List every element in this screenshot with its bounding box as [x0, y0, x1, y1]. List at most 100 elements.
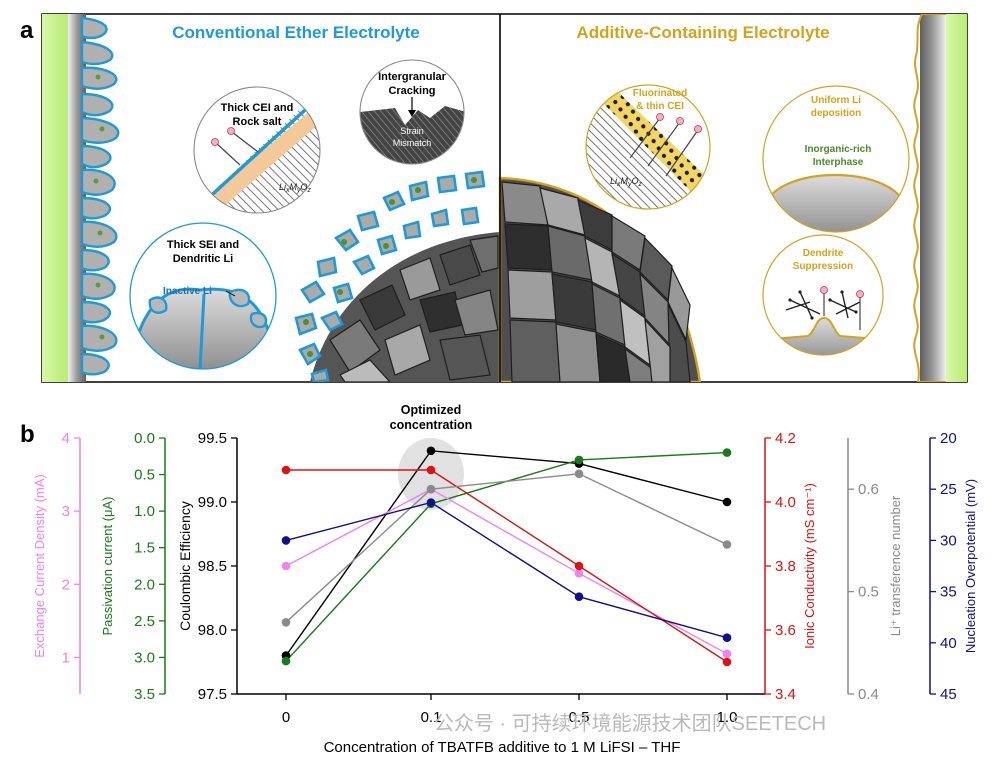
tick-label-pass: 3.5: [134, 686, 155, 703]
cei-label-2: Rock salt: [233, 116, 282, 128]
point-pass: [722, 448, 732, 457]
series-line-nucl: [285, 501, 728, 639]
fcei-label-2: & thin CEI: [636, 101, 684, 112]
axis-label-nucl: Nucleation Overpotential (mV): [963, 479, 978, 653]
left-cei-fragments: [294, 170, 486, 382]
axis-label-cond: Ionic Conductivity (mS cm⁻¹): [802, 483, 817, 649]
axis-label-exch: Exchange Current Density (mA): [32, 474, 47, 658]
tick-label-trans: 0.6: [858, 481, 879, 498]
point-cond: [426, 465, 436, 475]
optimized-label-1: Optimized: [401, 403, 461, 417]
lmo-formula-left: LixMyOz: [279, 182, 312, 194]
tick-label-nucl: 30: [940, 532, 957, 549]
point-exch: [281, 561, 291, 571]
tick-label-ce: 97.5: [198, 686, 227, 703]
tick-label-nucl: 45: [940, 686, 957, 703]
strain-label-2: Mismatch: [393, 138, 432, 148]
point-exch: [722, 649, 732, 659]
left-cathode-particle: [310, 232, 500, 382]
x-tick-label: 0.5: [569, 709, 590, 726]
dendrite-label-2: Suppression: [793, 261, 854, 272]
uniform-label-2: deposition: [811, 108, 862, 119]
tick-label-cond: 3.4: [775, 686, 796, 703]
point-cond: [574, 561, 584, 571]
tick-label-exch: 1: [62, 649, 70, 666]
tick-label-ce: 98.5: [198, 558, 227, 575]
fcei-label-1: Fluorinated: [633, 88, 687, 99]
tick-label-pass: 0.0: [134, 430, 155, 447]
panel-a-label: a: [20, 17, 34, 44]
watermark: 公众号 · 可持续环境能源技术团队SEETECH: [434, 712, 826, 735]
point-nucl: [574, 592, 584, 601]
crack-label-1: Intergranular: [378, 71, 447, 83]
series-line-exch: [285, 488, 728, 655]
panel-b-label: b: [20, 421, 35, 448]
optimized-label-2: concentration: [390, 418, 473, 432]
inorganic-label-2: Interphase: [813, 157, 864, 168]
point-nucl: [722, 633, 732, 642]
point-trans: [426, 484, 436, 494]
point-trans: [574, 469, 584, 479]
sei-label-2: Dendritic Li: [173, 253, 234, 265]
chart-area: 97.5 98.0 98.5 99.0 99.5 Coulombic Efficiency…: [32, 430, 978, 726]
inactive-li-label: Inactive Li: [163, 286, 212, 297]
x-tick-label: 0.1: [421, 709, 442, 726]
strain-label-1: Strain: [400, 126, 424, 136]
point-exch: [574, 569, 584, 578]
point-nucl: [426, 498, 436, 507]
dendrite-label-1: Dendrite: [803, 248, 844, 259]
tick-label-cond: 4.2: [775, 430, 796, 447]
tick-label-trans: 0.4: [858, 686, 879, 703]
x-axis-title: Concentration of TBATFB additive to 1 M …: [324, 739, 681, 756]
tick-label-nucl: 40: [940, 635, 957, 652]
right-li-deposition: [913, 14, 946, 382]
sei-label-1: Thick SEI and: [167, 239, 239, 251]
uniform-label-1: Uniform Li: [811, 95, 861, 106]
tick-label-nucl: 20: [940, 430, 957, 447]
axis-label-trans: Li⁺ transference number: [888, 495, 903, 636]
tick-label-pass: 3.0: [134, 649, 155, 666]
tick-label-pass: 2.0: [134, 576, 155, 593]
tick-label-pass: 2.5: [134, 613, 155, 630]
right-title: Additive-Containing Electrolyte: [576, 23, 829, 42]
tick-label-ce: 98.0: [198, 622, 227, 639]
tick-label-ce: 99.5: [198, 430, 227, 447]
left-dead-li: [93, 74, 105, 340]
right-cathode-particle: [498, 176, 702, 382]
callout-thick-sei: Thick SEI and Dendritic Li Inactive Li: [129, 222, 277, 370]
cei-label-1: Thick CEI and: [221, 102, 294, 114]
tick-label-pass: 0.5: [134, 467, 155, 484]
axis-label-ce: Coulombic Efficiency: [177, 501, 193, 631]
tick-label-cond: 4.0: [775, 494, 796, 511]
crack-label-2: Cracking: [388, 85, 435, 97]
tick-label-pass: 1.5: [134, 540, 155, 557]
tick-label-exch: 4: [62, 430, 70, 447]
callout-thick-cei: Thick CEI and Rock salt LixMyOz: [193, 86, 321, 214]
tick-label-ce: 99.0: [198, 494, 227, 511]
tick-label-exch: 3: [62, 503, 70, 520]
tick-label-pass: 1.0: [134, 503, 155, 520]
point-cond: [722, 657, 732, 667]
series-line-cond: [286, 469, 728, 663]
axis-label-pass: Passivation current (μA): [100, 497, 115, 636]
tick-label-cond: 3.6: [775, 622, 796, 639]
tick-label-nucl: 25: [940, 481, 957, 498]
callout-intergranular-cracking: Intergranular Cracking Strain Mismatch: [359, 59, 465, 165]
point-trans: [722, 540, 732, 549]
x-tick-label: 0: [282, 709, 290, 726]
point-ce: [426, 446, 436, 456]
point-cond: [281, 465, 291, 475]
point-pass: [574, 455, 584, 465]
inorganic-label-1: Inorganic-rich: [805, 144, 872, 155]
point-ce: [722, 497, 732, 507]
left-current-collector: [42, 14, 68, 382]
point-pass: [281, 656, 291, 666]
tick-label-trans: 0.5: [858, 584, 879, 601]
series-line-pass: [285, 451, 728, 662]
series-line-ce: [285, 450, 728, 657]
point-nucl: [281, 536, 291, 545]
x-tick-label: 1.0: [717, 709, 738, 726]
left-title: Conventional Ether Electrolyte: [172, 23, 420, 42]
point-trans: [281, 618, 291, 627]
